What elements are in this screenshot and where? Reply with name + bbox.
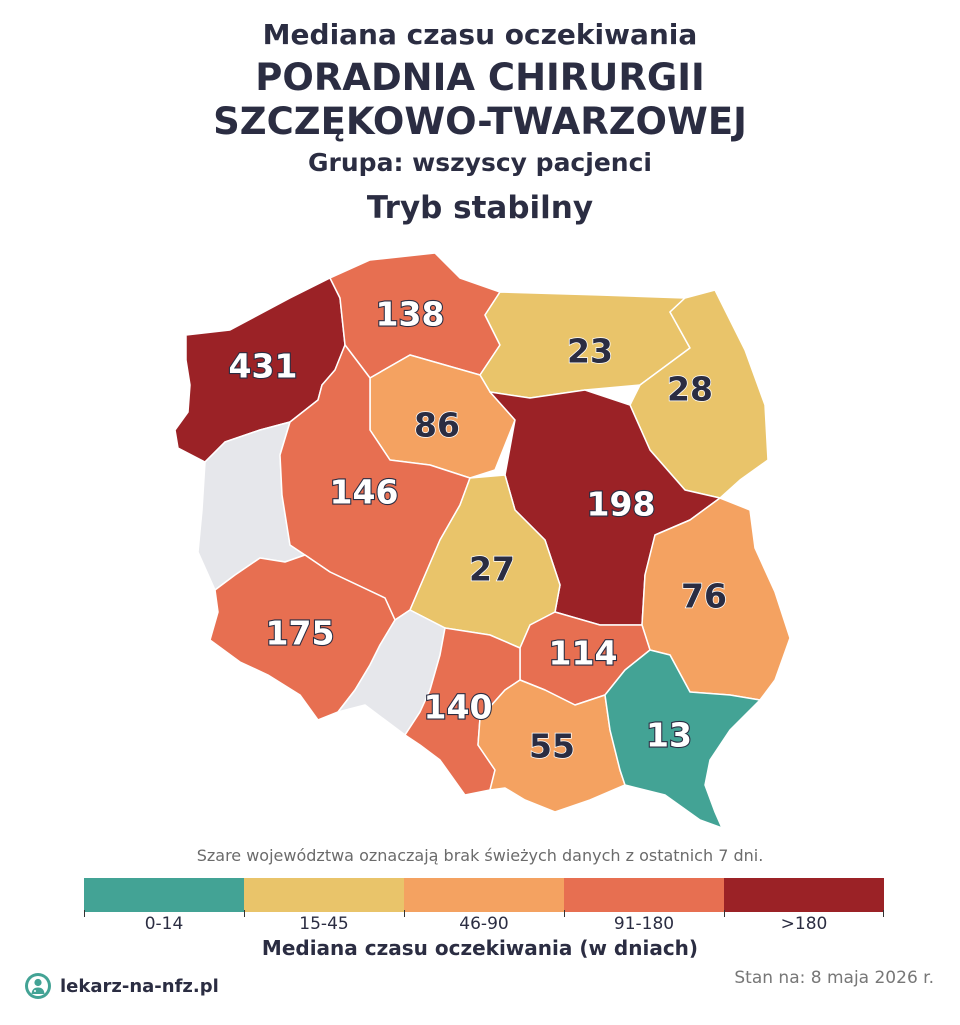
region-value-label: 146 bbox=[330, 473, 399, 512]
brand[interactable]: lekarz-na-nfz.pl bbox=[24, 970, 219, 1002]
color-legend bbox=[84, 878, 884, 912]
legend-label: 15-45 bbox=[299, 914, 349, 934]
legend-label: 91-180 bbox=[613, 914, 675, 934]
region-malopolskie[interactable] bbox=[477, 679, 626, 813]
data-date: Stan na: 8 maja 2026 r. bbox=[734, 968, 934, 988]
region-value-label: 55 bbox=[529, 727, 575, 766]
missing-data-note: Szare województwa oznaczają brak świeżyc… bbox=[196, 846, 764, 865]
region-value-label: 198 bbox=[587, 485, 656, 524]
region-value-label: 28 bbox=[667, 370, 713, 409]
region-value-label: 23 bbox=[567, 332, 613, 371]
region-value-label: 114 bbox=[549, 634, 618, 673]
region-value-label: 140 bbox=[424, 688, 493, 727]
legend-labels: 0-14 15-45 46-90 91-180 >180 bbox=[84, 914, 884, 934]
region-value-label: 138 bbox=[376, 295, 445, 334]
legend-label: 0-14 bbox=[144, 914, 184, 934]
legend-swatch-0-14 bbox=[84, 878, 244, 912]
legend-swatch-46-90 bbox=[404, 878, 564, 912]
legend-ticks bbox=[84, 910, 884, 918]
legend-swatch-15-45 bbox=[244, 878, 404, 912]
legend-title: Mediana czasu oczekiwania (w dniach) bbox=[261, 936, 699, 960]
legend-label: 46-90 bbox=[459, 914, 509, 934]
chart-title-line3: SZCZĘKOWO-TWARZOWEJ bbox=[213, 100, 747, 143]
brand-name: lekarz-na-nfz.pl bbox=[60, 975, 219, 997]
region-value-label: 76 bbox=[681, 577, 727, 616]
region-value-label: 175 bbox=[266, 614, 335, 653]
doctor-logo-icon bbox=[25, 973, 51, 999]
patient-group-label: Grupa: wszyscy pacjenci bbox=[308, 148, 652, 177]
region-value-label: 13 bbox=[646, 716, 692, 755]
legend-label: >180 bbox=[780, 914, 828, 934]
legend-swatch-91-180 bbox=[564, 878, 724, 912]
region-value-label: 86 bbox=[414, 406, 460, 445]
region-value-label: 27 bbox=[469, 550, 515, 589]
region-value-label: 431 bbox=[229, 347, 298, 386]
chart-title-line1: Mediana czasu oczekiwania bbox=[262, 18, 698, 51]
chart-title-line2: PORADNIA CHIRURGII bbox=[255, 56, 705, 99]
mode-label: Tryb stabilny bbox=[366, 190, 594, 226]
poland-map: 431 138 23 28 86 146 198 27 76 175 114 140 55 13 bbox=[174, 252, 791, 829]
region-podkarpackie[interactable] bbox=[604, 649, 761, 829]
legend-swatch-over-180 bbox=[724, 878, 884, 912]
